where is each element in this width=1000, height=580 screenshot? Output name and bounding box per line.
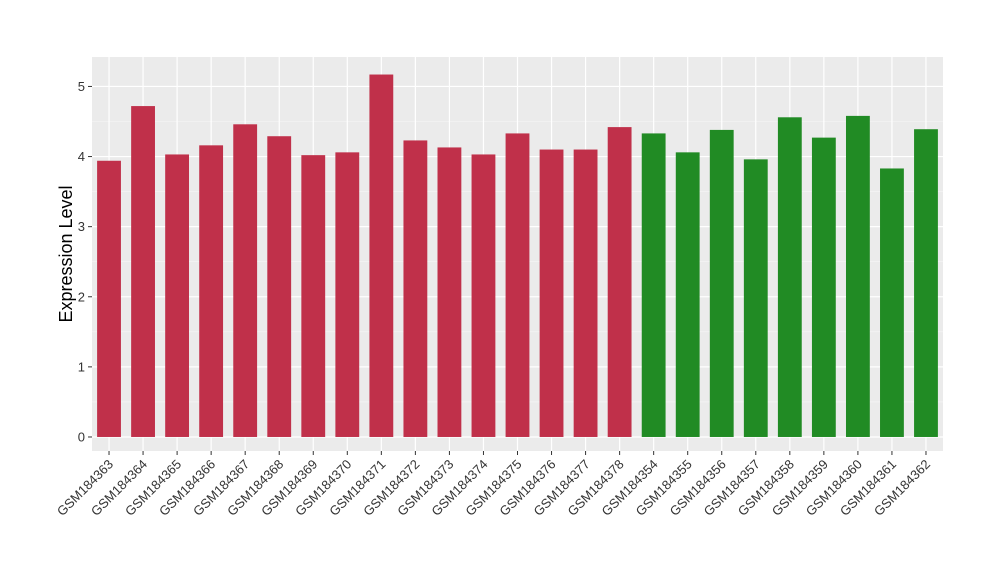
y-tick-label: 4: [78, 149, 85, 164]
bar: [811, 137, 836, 437]
bar: [97, 160, 121, 437]
bar: [845, 115, 870, 437]
bar: [607, 127, 632, 437]
bars: [97, 74, 938, 437]
bar: [709, 129, 734, 437]
bar: [233, 124, 258, 437]
bar: [301, 155, 326, 437]
bar: [403, 140, 428, 437]
bar: [743, 159, 768, 437]
x-axis: GSM184363GSM184364GSM184365GSM184366GSM1…: [54, 451, 933, 519]
bar: [369, 74, 394, 437]
bar: [437, 147, 462, 437]
bar: [131, 106, 155, 437]
bar: [573, 149, 598, 437]
y-tick-label: 5: [78, 79, 85, 94]
bar: [471, 154, 496, 437]
bar: [914, 129, 938, 437]
bar: [267, 136, 292, 437]
bar: [880, 168, 904, 437]
y-tick-label: 3: [78, 219, 85, 234]
bar: [165, 154, 190, 437]
y-tick-label: 0: [78, 429, 85, 444]
y-axis-title: Expression Level: [56, 185, 76, 322]
bar: [539, 149, 564, 437]
y-tick-label: 2: [78, 289, 85, 304]
bar: [505, 133, 530, 437]
y-tick-label: 1: [78, 359, 85, 374]
bar: [777, 117, 802, 437]
bar: [199, 145, 224, 437]
bar: [675, 152, 700, 437]
bar: [641, 133, 666, 437]
bar: [335, 152, 360, 437]
y-axis: 0 1 2 3 4 5: [78, 79, 92, 444]
